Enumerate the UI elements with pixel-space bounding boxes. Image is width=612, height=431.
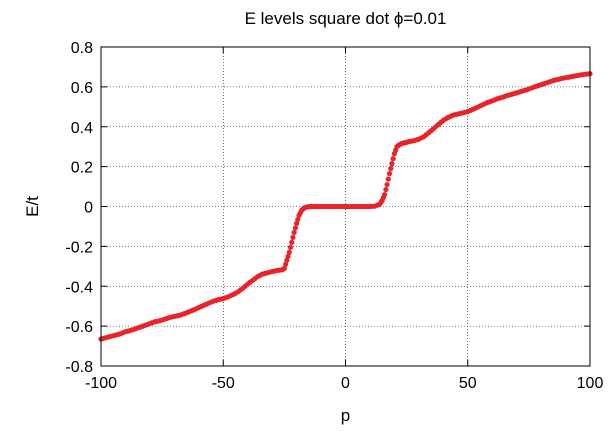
- y-tick-label: 0.8: [71, 40, 93, 57]
- data-point: [390, 156, 396, 162]
- x-tick-label: -50: [212, 375, 235, 392]
- y-tick-label: 0.4: [71, 120, 93, 137]
- data-point: [284, 257, 290, 263]
- data-point: [389, 161, 395, 167]
- data-point: [287, 244, 294, 250]
- data-point: [386, 171, 393, 177]
- data-point: [295, 216, 301, 223]
- x-tick-label: 50: [459, 375, 477, 392]
- chart-title: E levels square dot ϕ=0.01: [245, 9, 447, 28]
- ticks: -100 -50 0 50 100 -0.8 -0.6 -0.4 -0.2 0 0.2 0.4 0.6 0…: [65, 40, 603, 392]
- y-tick-label: -0.8: [65, 359, 93, 376]
- x-tick-label: -100: [85, 375, 117, 392]
- data-point: [286, 249, 292, 255]
- data-point: [388, 166, 394, 172]
- data-point: [385, 176, 391, 182]
- x-tick-label: 100: [577, 375, 604, 392]
- y-tick-label: 0.6: [71, 80, 93, 97]
- data-point: [281, 265, 287, 271]
- y-axis-title: E/t: [23, 196, 42, 217]
- y-tick-label: 0.2: [71, 160, 93, 177]
- data-points: [98, 71, 593, 342]
- y-tick-label: 0: [84, 200, 93, 217]
- y-tick-label: -0.2: [65, 239, 93, 256]
- data-point: [382, 191, 388, 198]
- data-point: [290, 234, 296, 241]
- data-point: [291, 229, 297, 236]
- y-tick-label: -0.6: [65, 319, 93, 336]
- data-point: [383, 186, 389, 193]
- data-point: [292, 225, 298, 231]
- x-tick-label: 0: [341, 375, 350, 392]
- data-point: [285, 253, 291, 259]
- data-point: [384, 181, 390, 188]
- data-point: [282, 261, 289, 267]
- data-point: [294, 220, 300, 227]
- y-tick-label: -0.4: [65, 279, 93, 296]
- data-point: [289, 239, 295, 245]
- x-axis-title: p: [341, 406, 350, 425]
